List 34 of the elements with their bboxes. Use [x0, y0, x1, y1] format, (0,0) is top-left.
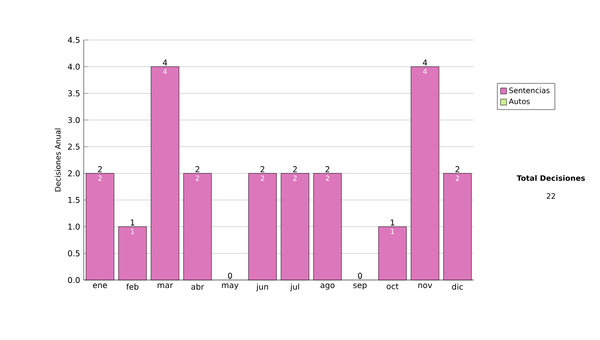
- y-tick-label: 2.0: [68, 170, 80, 176]
- total-label: 0: [228, 272, 232, 279]
- total-label: 4: [162, 60, 168, 66]
- y-tick-label: 2.5: [68, 144, 80, 150]
- total-label: 4: [422, 60, 428, 66]
- x-tick-label: mar: [158, 284, 174, 288]
- y-tick-label: 3.0: [68, 116, 80, 124]
- x-tick-label: ene: [92, 284, 108, 288]
- y-tick-label: 3.5: [68, 90, 80, 96]
- y-tick-label: 0.0: [68, 276, 80, 284]
- x-tick-label: feb: [126, 284, 138, 290]
- total-label: 2: [260, 166, 264, 172]
- y-tick-label: 0.5: [68, 250, 80, 256]
- x-tick-label: jul: [290, 284, 300, 292]
- x-tick-label: nov: [418, 284, 432, 288]
- total-label: 2: [456, 166, 460, 172]
- total-label: 2: [293, 166, 297, 172]
- y-tick-label: 4.5: [68, 37, 80, 43]
- total-label: 1: [130, 220, 134, 226]
- y-tick-label: 1.5: [68, 197, 80, 203]
- x-tick-label: abr: [191, 284, 204, 290]
- x-tick-label: sep: [353, 284, 367, 290]
- total-label: 2: [326, 166, 330, 172]
- x-tick-label: jun: [256, 284, 268, 292]
- total-label: 1: [390, 220, 394, 226]
- x-tick-label: may: [222, 284, 238, 290]
- total-label: 0: [358, 272, 362, 279]
- total-label: 2: [98, 166, 102, 172]
- x-tick-label: oct: [386, 284, 399, 290]
- total-label: 2: [196, 166, 200, 172]
- x-tick-label: dic: [452, 284, 463, 290]
- y-tick-label: 1.0: [68, 224, 80, 230]
- x-tick-label: ago: [320, 284, 334, 290]
- y-tick-label: 4.0: [68, 64, 80, 70]
